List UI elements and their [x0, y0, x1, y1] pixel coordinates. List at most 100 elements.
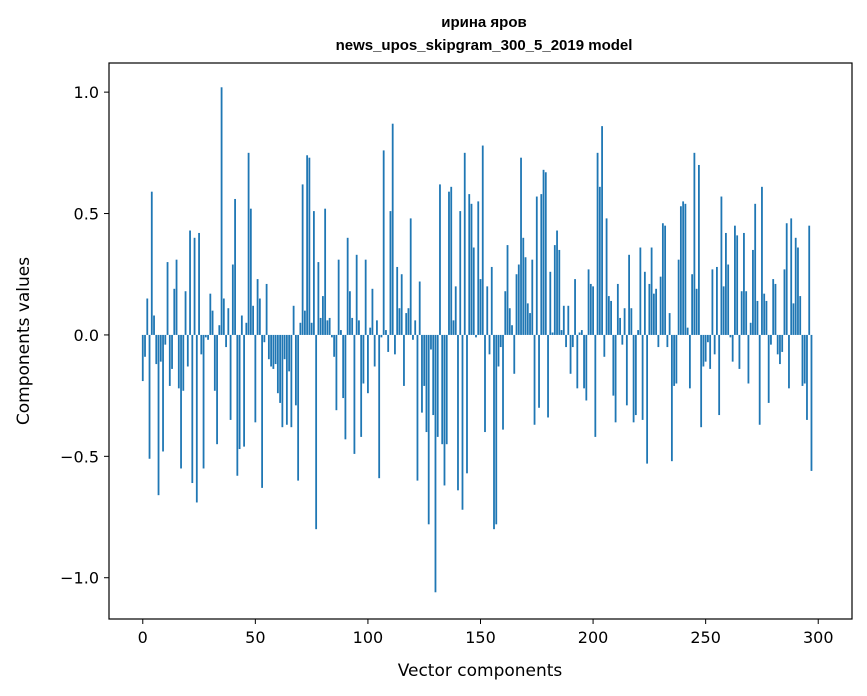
bar-19 — [184, 291, 187, 335]
bar-17 — [180, 334, 182, 469]
bar-44 — [240, 315, 243, 335]
bar-29 — [207, 334, 209, 340]
bar-121 — [414, 320, 417, 335]
bar-23 — [193, 237, 196, 335]
bar-128 — [430, 334, 432, 350]
bar-72 — [303, 310, 306, 335]
bar-267 — [743, 232, 745, 335]
bar-232 — [664, 225, 667, 335]
bar-30 — [209, 293, 212, 335]
bar-252 — [709, 334, 712, 369]
bar-77 — [315, 334, 318, 530]
bar-288 — [790, 218, 793, 335]
bar-51 — [256, 279, 259, 335]
x-tick-label: 50 — [245, 628, 265, 647]
bar-83 — [328, 317, 331, 335]
bar-122 — [416, 334, 419, 481]
bar-115 — [400, 274, 403, 335]
bar-87 — [337, 259, 340, 335]
bar-135 — [445, 334, 448, 445]
bar-37 — [225, 334, 227, 348]
bar-63 — [283, 334, 286, 360]
x-tick-label: 150 — [465, 628, 496, 647]
bar-231 — [661, 223, 664, 335]
bar-12 — [168, 334, 171, 386]
bar-256 — [718, 334, 721, 416]
bar-141 — [459, 211, 462, 335]
bar-66 — [290, 334, 293, 428]
bar-208 — [610, 300, 612, 335]
bar-227 — [652, 293, 655, 335]
bar-209 — [612, 334, 615, 396]
bar-192 — [574, 279, 576, 335]
bar-178 — [542, 169, 545, 335]
bar-26 — [200, 334, 203, 355]
bar-153 — [486, 286, 489, 335]
x-tick-label: 100 — [353, 628, 384, 647]
bar-41 — [234, 198, 236, 335]
bar-250 — [704, 334, 707, 362]
bar-200 — [592, 286, 594, 335]
bar-52 — [258, 298, 261, 335]
bar-81 — [324, 208, 327, 335]
bar-127 — [427, 334, 430, 525]
bar-142 — [461, 334, 464, 510]
bar-173 — [531, 259, 534, 335]
bar-261 — [729, 334, 732, 338]
bar-223 — [643, 271, 646, 335]
bar-59 — [274, 334, 277, 365]
bar-165 — [513, 334, 516, 374]
bar-149 — [477, 201, 480, 335]
y-tick-label: −0.5 — [60, 447, 99, 466]
bar-38 — [227, 308, 230, 335]
bar-146 — [470, 203, 473, 335]
bar-219 — [634, 334, 637, 416]
bar-157 — [495, 334, 498, 525]
bar-255 — [716, 266, 718, 335]
bar-297 — [810, 334, 813, 471]
bar-213 — [621, 334, 624, 345]
bar-42 — [236, 334, 239, 476]
bar-155 — [490, 266, 493, 335]
bar-203 — [598, 186, 601, 335]
bar-243 — [688, 334, 691, 389]
bar-75 — [310, 322, 313, 335]
x-axis-ticks: 0 50 100 150 200 250 300 — [138, 619, 834, 647]
bar-263 — [734, 225, 736, 335]
bar-76 — [312, 211, 315, 335]
bar-221 — [639, 247, 642, 335]
bar-234 — [668, 313, 671, 335]
bar-210 — [614, 334, 617, 423]
bar-235 — [670, 334, 673, 462]
bar-97 — [360, 334, 363, 437]
bar-109 — [387, 334, 390, 352]
bar-265 — [738, 334, 741, 369]
plot-frame — [108, 62, 853, 620]
bar-9 — [162, 334, 164, 452]
bar-100 — [367, 334, 369, 394]
bar-57 — [270, 334, 273, 367]
bar-293 — [801, 334, 804, 386]
bar-175 — [535, 196, 538, 335]
bar-89 — [342, 334, 345, 399]
bar-22 — [191, 334, 194, 484]
bar-164 — [511, 325, 513, 335]
bar-96 — [358, 320, 360, 335]
bar-204 — [601, 126, 603, 335]
bar-270 — [749, 322, 752, 335]
x-tick-label: 0 — [138, 628, 148, 647]
bar-229 — [657, 334, 660, 348]
bar-195 — [580, 330, 583, 335]
bar-34 — [218, 325, 221, 335]
bar-65 — [288, 334, 291, 372]
bar-114 — [398, 308, 401, 335]
bar-3 — [148, 334, 151, 459]
bar-258 — [722, 286, 725, 335]
bar-11 — [166, 262, 169, 335]
bar-98 — [362, 334, 365, 384]
bar-166 — [515, 274, 518, 335]
bar-82 — [326, 320, 329, 335]
bar-35 — [220, 87, 223, 335]
bar-177 — [540, 194, 543, 335]
bar-290 — [794, 237, 797, 335]
